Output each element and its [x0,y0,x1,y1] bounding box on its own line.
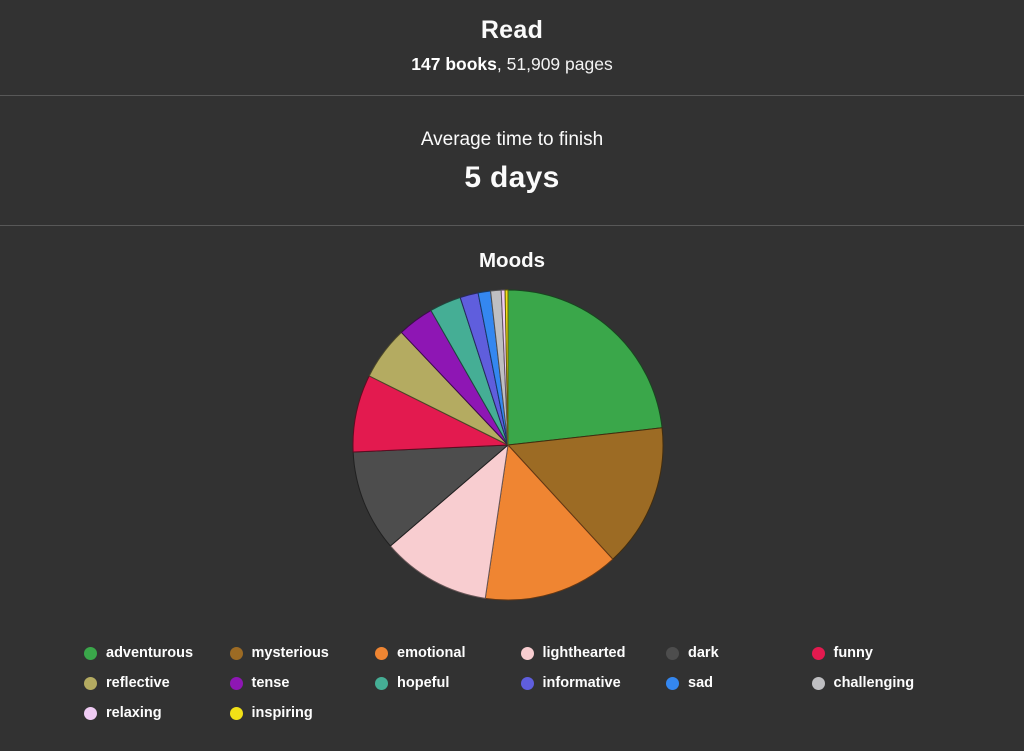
pie-slice-mysterious[interactable] [507,427,664,560]
relaxing-swatch-icon [84,706,97,720]
pie-slice-inspiring[interactable] [504,289,509,446]
legend-item-lighthearted[interactable]: lighthearted [520,645,667,661]
legend-item-emotional[interactable]: emotional [375,645,521,661]
read-stats-line: 147 books, 51,909 pages [0,54,1024,75]
legend-label: tense [251,675,290,691]
emotional-swatch-icon [375,646,388,660]
legend-label: funny [833,645,873,661]
average-time-label: Average time to finish [420,129,604,150]
inspiring-swatch-icon [229,706,243,720]
legend-label: lighthearted [542,645,626,661]
legend-item-funny[interactable]: funny [811,645,958,661]
mysterious-swatch-icon [229,646,243,660]
legend-item-mysterious[interactable]: mysterious [229,645,376,661]
adventurous-swatch-icon [84,646,97,660]
lighthearted-swatch-icon [520,646,534,660]
legend-label: dark [688,645,719,661]
reflective-swatch-icon [84,676,97,690]
hopeful-swatch-icon [375,676,388,690]
page-title: Read [480,16,544,44]
tense-swatch-icon [229,676,243,690]
average-time-section: Average time to finish 5 days [0,96,1024,226]
legend-item-hopeful[interactable]: hopeful [375,675,521,691]
legend-label: hopeful [397,675,450,691]
informative-swatch-icon [520,676,534,690]
legend-label: challenging [833,675,915,691]
pie-slice-adventurous[interactable] [507,289,663,446]
average-time-value: 5 days [464,161,560,194]
funny-swatch-icon [811,646,825,660]
legend-item-challenging[interactable]: challenging [811,675,958,691]
pie-slice-dark[interactable] [352,444,509,547]
dark-swatch-icon [666,646,679,660]
moods-pie-chart [348,285,668,605]
moods-legend: adventurous mysterious emotional lighthe… [84,638,1024,728]
pages-count: , 51,909 pages [496,54,613,74]
legend-item-dark[interactable]: dark [666,645,812,661]
moods-section: Moods adventurous mysterious emotional l… [0,226,1024,728]
legend-label: adventurous [106,645,194,661]
legend-label: sad [688,675,713,691]
read-summary-section: Read 147 books, 51,909 pages [0,0,1024,96]
legend-item-inspiring[interactable]: inspiring [229,705,376,721]
challenging-swatch-icon [811,676,825,690]
moods-pie [352,289,664,601]
legend-label: relaxing [106,705,162,721]
legend-item-adventurous[interactable]: adventurous [84,645,230,661]
legend-item-sad[interactable]: sad [666,675,812,691]
legend-label: reflective [106,675,170,691]
legend-item-relaxing[interactable]: relaxing [84,705,230,721]
legend-item-tense[interactable]: tense [229,675,376,691]
pie-slice-emotional[interactable] [484,444,614,601]
legend-label: emotional [397,645,466,661]
moods-chart-title: Moods [478,249,546,272]
books-count: 147 books [411,54,497,74]
legend-label: informative [542,675,621,691]
legend-label: mysterious [251,645,329,661]
legend-item-reflective[interactable]: reflective [84,675,230,691]
legend-label: inspiring [251,705,313,721]
legend-item-informative[interactable]: informative [520,675,667,691]
pie-slice-lighthearted[interactable] [389,444,509,599]
sad-swatch-icon [666,676,679,690]
